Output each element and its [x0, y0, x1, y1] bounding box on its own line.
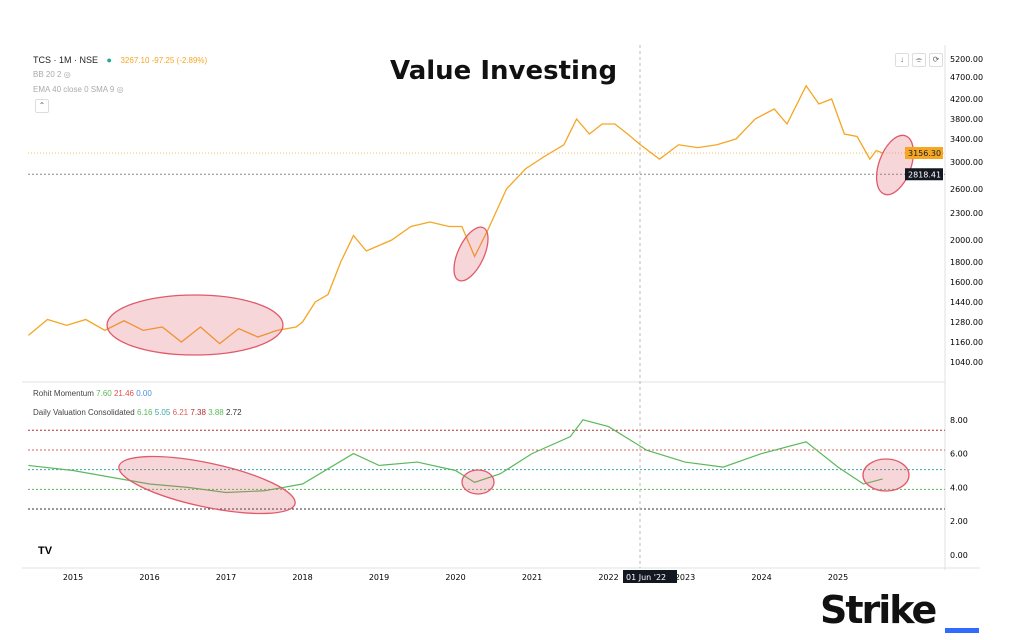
time-tick-label: 2015: [63, 573, 83, 582]
time-tick-label: 2017: [216, 573, 236, 582]
annotation-ellipse: [106, 294, 284, 356]
annotation-ellipse: [862, 458, 910, 492]
bb-label: BB 20 2: [33, 70, 62, 79]
tradingview-logo[interactable]: TV: [38, 545, 53, 557]
annotation-ellipse: [118, 455, 296, 515]
time-tick-label: 2024: [751, 573, 771, 582]
price-series-line: [27, 84, 883, 345]
indicator-tick-label: 2.00: [950, 517, 968, 526]
price-tick-label: 3800.00: [950, 115, 983, 124]
bb-legend[interactable]: BB 20 2 ◎: [33, 70, 71, 79]
valuation-legend: Daily Valuation Consolidated 6.16 5.05 6…: [33, 408, 242, 417]
quote: 3267.10 -97.25 (-2.89%): [120, 56, 208, 65]
annotation-ellipse: [461, 469, 495, 495]
price-tick-label: 1280.00: [950, 318, 983, 327]
last-price-label: 3156.30: [908, 149, 941, 158]
refresh-icon[interactable]: ⟳: [929, 53, 943, 67]
crosshair-time-badge: [623, 570, 677, 583]
price-tick-label: 2300.00: [950, 209, 983, 218]
price-tick-label: 1040.00: [950, 358, 983, 367]
momentum-label: Rohit Momentum: [33, 389, 94, 398]
legend-value: 0.00: [136, 389, 152, 398]
time-tick-label: 2022: [598, 573, 618, 582]
price-tick-label: 3400.00: [950, 135, 983, 144]
price-tick-label: 4700.00: [950, 73, 983, 82]
legend-value: 7.38: [190, 408, 206, 417]
price-tick-label: 2000.00: [950, 236, 983, 245]
price-tick-label: 1160.00: [950, 338, 983, 347]
annotation-ellipse: [875, 134, 915, 196]
eye-icon[interactable]: ◎: [63, 70, 71, 79]
ema-label: EMA 40 close 0 SMA 9: [33, 85, 115, 94]
legend-value: 6.21: [172, 408, 189, 417]
arrow-down-icon[interactable]: ↓: [895, 53, 909, 67]
legend-value: 7.60: [96, 389, 112, 398]
price-tick-label: 1800.00: [950, 258, 983, 267]
crosshair-price-label: 2818.41: [908, 170, 941, 179]
indicator-tick-label: 8.00: [950, 416, 968, 425]
collapse-icon[interactable]: ⌯: [912, 53, 926, 67]
price-tick-label: 1440.00: [950, 298, 983, 307]
time-tick-label: 2021: [522, 573, 542, 582]
ema-legend[interactable]: EMA 40 close 0 SMA 9 ◎: [33, 85, 124, 94]
price-tick-label: 2600.00: [950, 185, 983, 194]
time-tick-label: 2020: [445, 573, 465, 582]
annotation-ellipse: [453, 226, 489, 282]
crosshair-time-label: 01 Jun '22: [626, 573, 666, 582]
time-tick-label: 2016: [139, 573, 159, 582]
market-open-dot: ●: [106, 55, 112, 65]
time-tick-label: 2018: [292, 573, 312, 582]
logo-accent: [945, 628, 979, 633]
collapse-legend-button[interactable]: ⌃: [35, 99, 49, 113]
legend-value: 2.72: [226, 408, 242, 417]
valuation-label: Daily Valuation Consolidated: [33, 408, 135, 417]
indicator-tick-label: 6.00: [950, 450, 968, 459]
price-tick-label: 1600.00: [950, 278, 983, 287]
indicator-tick-label: 4.00: [950, 483, 968, 492]
chart-title: Value Investing: [390, 56, 618, 86]
legend-value: 3.88: [208, 408, 224, 417]
time-tick-label: 2025: [828, 573, 848, 582]
last-price-badge: [905, 147, 943, 160]
momentum-legend: Rohit Momentum 7.60 21.46 0.00: [33, 389, 152, 398]
legend-value: 21.46: [113, 389, 134, 398]
crosshair-price-badge: [905, 168, 943, 181]
indicator-tick-label: 0.00: [950, 551, 968, 560]
symbol[interactable]: TCS · 1M · NSE: [33, 55, 99, 65]
legend-value: 6.16: [136, 408, 153, 417]
strike-logo: Strike: [820, 588, 937, 632]
price-tick-label: 5200.00: [950, 55, 983, 64]
legend-value: 5.05: [154, 408, 171, 417]
indicator-series-line: [28, 419, 883, 494]
price-tick-label: 4200.00: [950, 95, 983, 104]
eye-icon[interactable]: ◎: [116, 85, 124, 94]
price-tick-label: 3000.00: [950, 158, 983, 167]
symbol-legend: TCS · 1M · NSE ● 3267.10 -97.25 (-2.89%): [33, 55, 207, 65]
time-tick-label: 2023: [675, 573, 695, 582]
time-tick-label: 2019: [369, 573, 389, 582]
